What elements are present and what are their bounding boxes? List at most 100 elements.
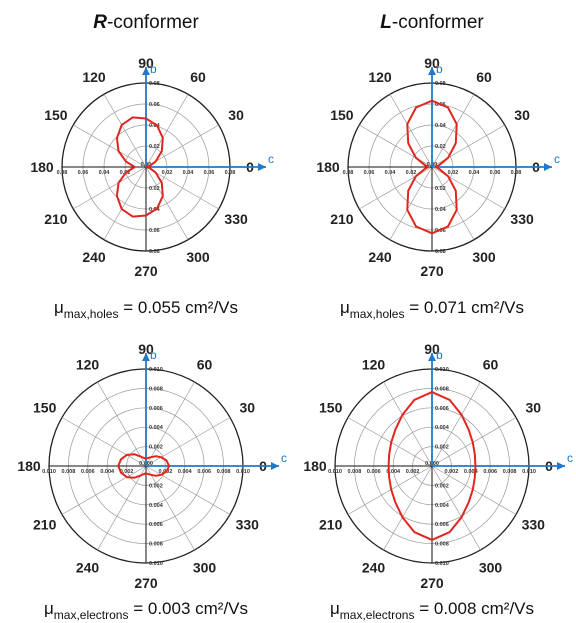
radial-tick-label: 0.002 xyxy=(149,445,163,451)
b-axis-label: b xyxy=(436,62,443,76)
angle-label: 330 xyxy=(224,211,248,227)
polar-plot-l-holes: 0.08 0.080.080.080.06 0.060.060.060.04 0.04… xyxy=(316,55,560,279)
radial-tick-label: 0.02 xyxy=(435,144,446,150)
panel-title-l: L-conformer xyxy=(380,12,484,33)
radial-tick-label: 0.06 xyxy=(435,228,446,234)
radial-tick-label: 0.002 xyxy=(149,483,163,489)
angle-label: 300 xyxy=(479,559,503,575)
radial-tick-label: 0.010 xyxy=(435,367,449,373)
grid-spoke xyxy=(431,166,475,240)
radial-tick-label: 0.002 xyxy=(406,469,420,475)
panel-title-r: R-conformer xyxy=(93,12,199,33)
radial-tick-label: 0.010 xyxy=(149,561,163,567)
grid-spoke xyxy=(389,94,433,168)
c-axis-arrowhead xyxy=(557,462,565,470)
angle-label: 210 xyxy=(33,517,57,533)
angle-label: 120 xyxy=(76,357,100,373)
grid-spoke xyxy=(103,166,147,240)
radial-tick-label: 0.006 xyxy=(483,469,497,475)
angle-label: 300 xyxy=(472,249,496,265)
grid-spoke xyxy=(359,124,433,168)
radial-tick-label: 0.008 xyxy=(503,469,517,475)
radial-tick-label: 0.02 xyxy=(448,170,459,176)
radial-tick-label: 0.004 xyxy=(100,469,115,475)
radial-tick-label: 0.02 xyxy=(435,186,446,192)
radial-tick-label: 0.010 xyxy=(236,469,250,475)
angle-label: 60 xyxy=(476,69,492,85)
angle-label: 210 xyxy=(44,211,68,227)
c-axis-label: c xyxy=(281,451,287,465)
angle-label: 60 xyxy=(483,357,499,373)
grid-spoke xyxy=(431,465,481,551)
angle-label: 90 xyxy=(424,55,440,71)
angle-label: 150 xyxy=(330,107,354,123)
radial-tick-label: 0.06 xyxy=(364,170,375,176)
angle-label: 30 xyxy=(228,107,244,123)
radial-tick-label: 0.08 xyxy=(149,81,160,87)
radial-tick-label: 0.04 xyxy=(99,170,111,176)
b-axis-arrowhead xyxy=(428,353,436,361)
b-axis-arrowhead xyxy=(142,67,150,75)
radial-tick-label: 0.02 xyxy=(149,144,160,150)
radial-tick-label: 0.010 xyxy=(435,561,449,567)
angle-label: 150 xyxy=(33,400,57,416)
grid-spoke xyxy=(145,465,195,551)
angle-label: 60 xyxy=(190,69,206,85)
angle-label: 330 xyxy=(510,211,534,227)
grid-spoke xyxy=(145,94,189,168)
radial-tick-label: 0.04 xyxy=(435,207,447,213)
radial-tick-label: 0.02 xyxy=(406,170,417,176)
radial-tick-label: 0.004 xyxy=(464,469,479,475)
radial-tick-label: 0.06 xyxy=(78,170,89,176)
c-axis-label: c xyxy=(567,451,573,465)
angle-label: 270 xyxy=(420,575,444,591)
radial-tick-label: 0.08 xyxy=(149,249,160,255)
c-axis-arrowhead xyxy=(271,462,279,470)
angle-label: 270 xyxy=(134,263,158,279)
radial-tick-label: 0.006 xyxy=(197,469,211,475)
caption-l-holes: μmax,holes = 0.071 cm²/Vs xyxy=(340,298,524,321)
grid-spoke xyxy=(431,381,481,467)
radial-tick-label: 0.08 xyxy=(343,170,354,176)
radial-tick-label: 0.002 xyxy=(435,445,449,451)
radial-tick-label: 0.008 xyxy=(62,469,76,475)
angle-label: 180 xyxy=(17,458,41,474)
radial-tick-label: 0.06 xyxy=(204,170,215,176)
angle-label: 210 xyxy=(330,211,354,227)
radial-tick-label: 0.002 xyxy=(435,483,449,489)
radial-tick-label: 0.006 xyxy=(81,469,95,475)
grid-spoke xyxy=(145,124,219,168)
angle-label: 240 xyxy=(82,249,106,265)
caption-l-electrons: μmax,electrons = 0.008 cm²/Vs xyxy=(330,599,534,622)
angle-label: 210 xyxy=(319,517,343,533)
b-axis-label: b xyxy=(436,348,443,362)
angle-label: 330 xyxy=(522,517,546,533)
grid-spoke xyxy=(61,465,147,515)
radial-tick-label: 0.006 xyxy=(435,522,449,528)
radial-tick-label: 0.004 xyxy=(435,425,450,431)
radial-tick-label: 0.04 xyxy=(469,170,481,176)
angle-label: 240 xyxy=(76,559,100,575)
b-axis-label: b xyxy=(150,348,157,362)
angle-label: 120 xyxy=(362,357,386,373)
grid-spoke xyxy=(389,166,433,240)
angle-label: 300 xyxy=(186,249,210,265)
angle-label: 60 xyxy=(197,357,213,373)
angle-label: 180 xyxy=(30,159,54,175)
grid-spoke xyxy=(431,465,517,515)
angle-label: 120 xyxy=(82,69,106,85)
radial-tick-label: 0.010 xyxy=(522,469,536,475)
mobility-curve xyxy=(387,391,477,541)
grid-spoke xyxy=(145,166,219,210)
angle-label: 270 xyxy=(420,263,444,279)
grid-spoke xyxy=(73,166,147,210)
c-axis-arrowhead xyxy=(544,163,552,171)
radial-tick-label: 0.006 xyxy=(367,469,381,475)
radial-tick-label: 0.06 xyxy=(490,170,501,176)
mobility-curve xyxy=(117,453,171,479)
angle-label: 30 xyxy=(526,400,542,416)
radial-tick-label: 0.04 xyxy=(149,123,161,129)
angle-label: 240 xyxy=(362,559,386,575)
angle-label: 300 xyxy=(193,559,217,575)
radial-tick-label: 0.008 xyxy=(435,542,449,548)
